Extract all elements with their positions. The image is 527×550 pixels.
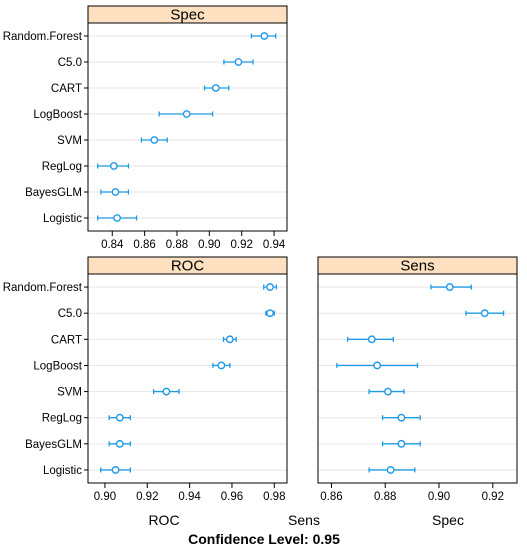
estimate-point	[234, 58, 243, 66]
x-tick-label: 0.90	[94, 491, 116, 503]
x-tick-label: 0.94	[263, 239, 286, 251]
estimate-point	[225, 335, 234, 344]
model-label: BayesGLM	[25, 187, 82, 199]
x-tick-label: 0.84	[101, 239, 124, 251]
estimate-point	[217, 361, 226, 370]
estimate-point	[111, 188, 120, 196]
model-label: Logistic	[43, 465, 82, 477]
panel-frame	[87, 273, 288, 484]
model-label: RegLog	[42, 161, 82, 173]
bottom-label-roc: ROC	[148, 512, 179, 528]
model-label: SVM	[57, 135, 82, 147]
x-tick-label: 0.88	[374, 491, 396, 503]
panel-roc: ROC Random.Forest C5.0 CART LogBoost SVM RegLo…	[3, 256, 288, 503]
panel-frame	[87, 22, 288, 232]
estimate-point	[115, 413, 124, 422]
bottom-label-sens: Sens	[288, 512, 320, 528]
confidence-level-label: Confidence Level: 0.95	[188, 531, 340, 547]
x-tick-label: 0.98	[263, 491, 285, 503]
model-label: C5.0	[58, 308, 82, 320]
model-label: CART	[51, 83, 82, 95]
model-label: Random.Forest	[3, 31, 83, 43]
model-label: Logistic	[43, 213, 82, 225]
estimate-point	[266, 283, 274, 291]
estimate-point	[384, 387, 392, 396]
x-tick-label: 0.92	[231, 239, 253, 251]
estimate-point	[113, 214, 122, 222]
model-label: CART	[51, 334, 82, 346]
estimate-point	[111, 466, 120, 474]
panel-spec: Spec Random.Forest C5.0 CART LogBoost SVM RegL…	[3, 5, 288, 251]
x-tick-label: 0.86	[320, 491, 342, 503]
panel-frame	[317, 273, 518, 484]
estimate-point	[115, 439, 124, 448]
estimate-point	[260, 32, 269, 40]
estimate-point	[367, 335, 376, 344]
panel-title-spec: Spec	[170, 7, 205, 24]
model-label: LogBoost	[33, 109, 82, 121]
estimate-point	[182, 110, 191, 118]
x-tick-label: 0.90	[428, 491, 450, 503]
estimate-point	[386, 466, 395, 474]
model-label: SVM	[57, 387, 82, 399]
estimate-point	[211, 84, 220, 92]
estimate-point	[480, 309, 489, 318]
model-label: Random.Forest	[3, 282, 83, 294]
x-tick-label: 0.90	[198, 239, 220, 251]
x-tick-label: 0.94	[178, 491, 201, 503]
x-tick-label: 0.88	[166, 239, 188, 251]
x-tick-label: 0.86	[133, 239, 155, 251]
model-label: RegLog	[42, 413, 82, 425]
estimate-point	[373, 361, 382, 370]
model-label: LogBoost	[33, 360, 82, 372]
x-tick-label: 0.96	[221, 491, 243, 503]
estimate-point	[266, 309, 274, 318]
x-tick-label: 0.92	[482, 491, 504, 503]
estimate-point	[150, 136, 159, 144]
estimate-point	[445, 283, 454, 291]
estimate-point	[397, 439, 406, 448]
estimate-point	[162, 387, 171, 396]
panel-sens: Sens 0.86 0.88 0.90 0.92	[317, 256, 518, 503]
model-label: C5.0	[58, 57, 82, 69]
x-tick-label: 0.92	[136, 491, 158, 503]
panel-title-roc: ROC	[171, 258, 205, 275]
panel-title-sens: Sens	[400, 258, 434, 275]
bottom-label-spec: Spec	[432, 512, 464, 528]
estimate-point	[109, 162, 118, 170]
model-label: BayesGLM	[25, 439, 82, 451]
estimate-point	[397, 413, 406, 422]
